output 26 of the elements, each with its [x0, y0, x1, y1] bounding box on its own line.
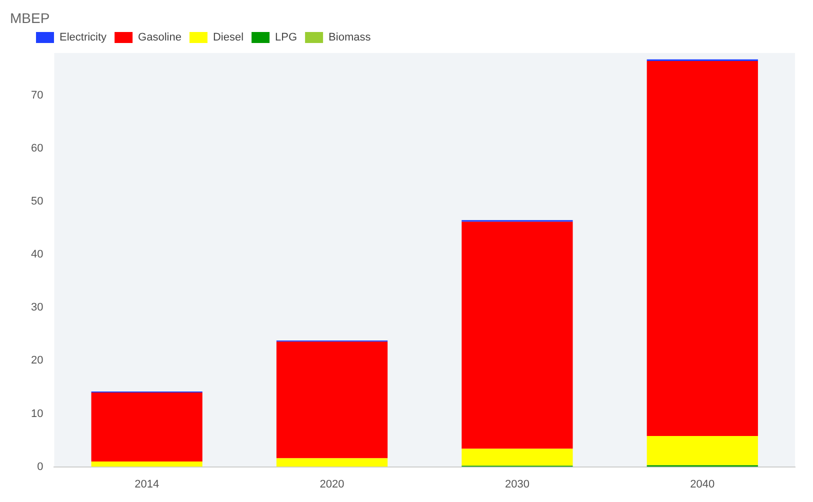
bar: [91, 392, 202, 462]
bar: [462, 448, 573, 466]
y-tick-label: 30: [30, 302, 44, 314]
x-tick-label: 2020: [320, 478, 344, 490]
y-tick-label: 0: [37, 460, 44, 473]
bar: [646, 436, 758, 466]
y-tick-label: 40: [30, 248, 44, 261]
y-axis-title: MBEP: [10, 10, 50, 26]
bar: [276, 458, 388, 467]
legend-label: Gasoline: [138, 32, 182, 44]
y-tick-label: 10: [30, 408, 44, 420]
legend-label: Biomass: [328, 32, 372, 44]
y-tick-label: 70: [30, 89, 44, 102]
legend-label: Diesel: [212, 32, 244, 44]
y-tick-label: 50: [30, 196, 44, 208]
bar: [462, 222, 573, 449]
y-tick-label: 60: [30, 142, 44, 155]
x-tick-label: 2030: [504, 478, 530, 490]
bar: [646, 60, 758, 436]
bar: [276, 342, 388, 458]
legend-label: Electricity: [60, 32, 108, 44]
x-tick-label: 2040: [690, 478, 715, 490]
legend-label: LPG: [275, 32, 298, 44]
x-tick-label: 2014: [134, 478, 160, 490]
bar: [91, 461, 202, 467]
y-tick-label: 20: [30, 354, 44, 367]
